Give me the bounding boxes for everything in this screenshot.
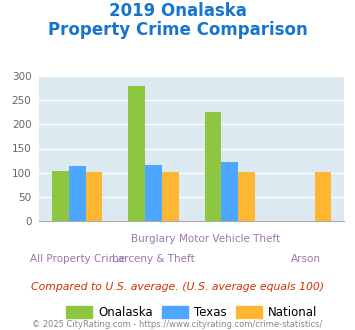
Bar bbox=[86, 172, 102, 221]
Text: Compared to U.S. average. (U.S. average equals 100): Compared to U.S. average. (U.S. average … bbox=[31, 282, 324, 292]
Bar bbox=[129, 86, 145, 221]
Text: All Property Crime: All Property Crime bbox=[30, 254, 125, 264]
Bar bbox=[238, 172, 255, 221]
Text: Larceny & Theft: Larceny & Theft bbox=[112, 254, 195, 264]
Bar bbox=[205, 112, 222, 221]
Text: Motor Vehicle Theft: Motor Vehicle Theft bbox=[179, 234, 280, 244]
Text: © 2025 CityRating.com - https://www.cityrating.com/crime-statistics/: © 2025 CityRating.com - https://www.city… bbox=[32, 320, 323, 329]
Legend: Onalaska, Texas, National: Onalaska, Texas, National bbox=[62, 303, 321, 323]
Bar bbox=[69, 166, 86, 221]
Bar bbox=[315, 172, 331, 221]
Bar bbox=[222, 162, 238, 221]
Text: 2019 Onalaska: 2019 Onalaska bbox=[109, 2, 246, 20]
Bar bbox=[145, 165, 162, 221]
Text: Burglary: Burglary bbox=[131, 234, 176, 244]
Bar bbox=[162, 172, 179, 221]
Text: Property Crime Comparison: Property Crime Comparison bbox=[48, 21, 307, 40]
Text: Arson: Arson bbox=[291, 254, 321, 264]
Bar bbox=[52, 171, 69, 221]
